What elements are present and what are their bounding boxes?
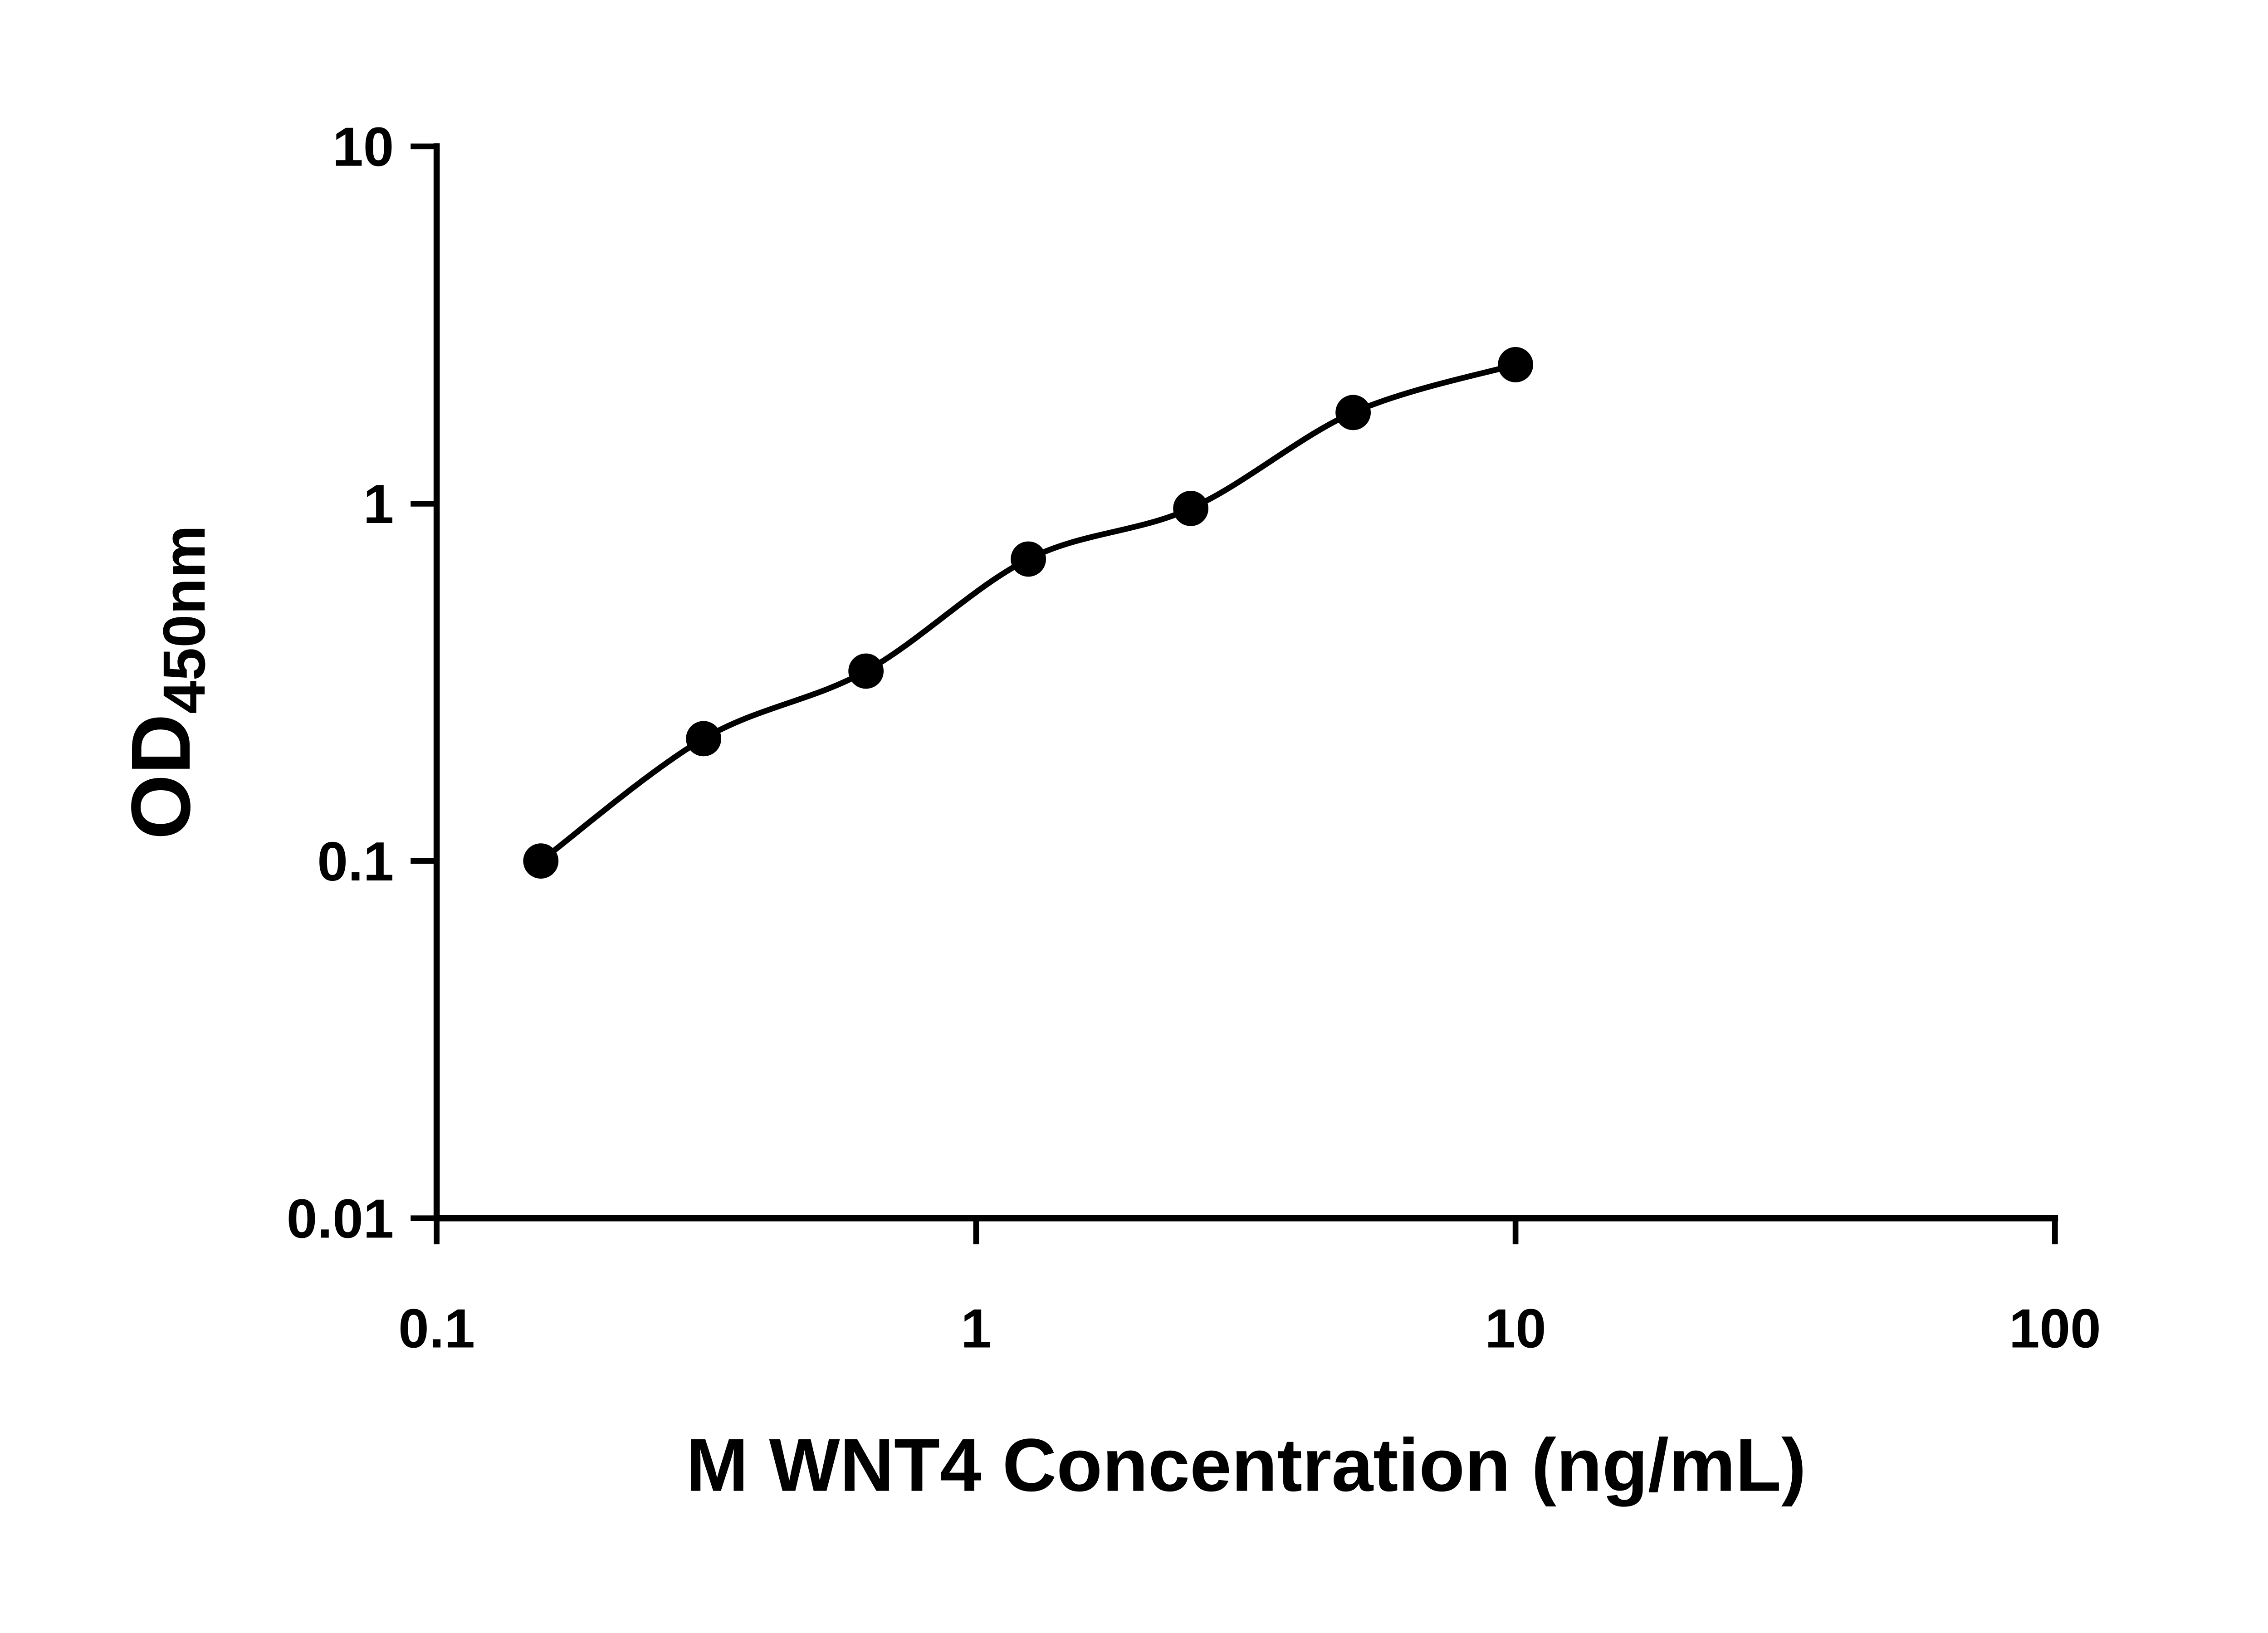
y-tick-label: 10 [332,116,394,178]
data-point-marker [1335,395,1371,430]
data-point-marker [1498,347,1534,382]
y-tick-label: 0.01 [287,1188,394,1250]
data-point-marker [1011,541,1046,577]
y-axis-title-subscript: 450nm [151,525,217,714]
elisa-standard-curve-figure: 0.1 1 10 100 0.01 0.1 1 10 M WNT4 Concentration… [114,116,2101,1507]
x-axis-title: M WNT4 Concentration (ng/mL) [686,1423,1806,1507]
x-tick-label: 1 [961,1298,992,1359]
data-point-marker [686,721,722,757]
y-axis-title: OD450nm [114,525,217,840]
axes-layer [433,143,2058,1222]
data-point-marker [1173,490,1209,526]
y-tick-label: 1 [363,473,394,535]
data-point-marker [848,653,884,689]
y-tick-label: 0.1 [317,831,394,892]
x-tick-label: 100 [2009,1298,2101,1359]
x-tick-label: 10 [1485,1298,1546,1359]
x-tick-label: 0.1 [398,1298,475,1359]
data-series-layer [523,347,1534,879]
y-axis-title-main: OD [114,714,208,840]
data-point-marker [523,843,559,879]
fit-curve [539,362,1516,864]
